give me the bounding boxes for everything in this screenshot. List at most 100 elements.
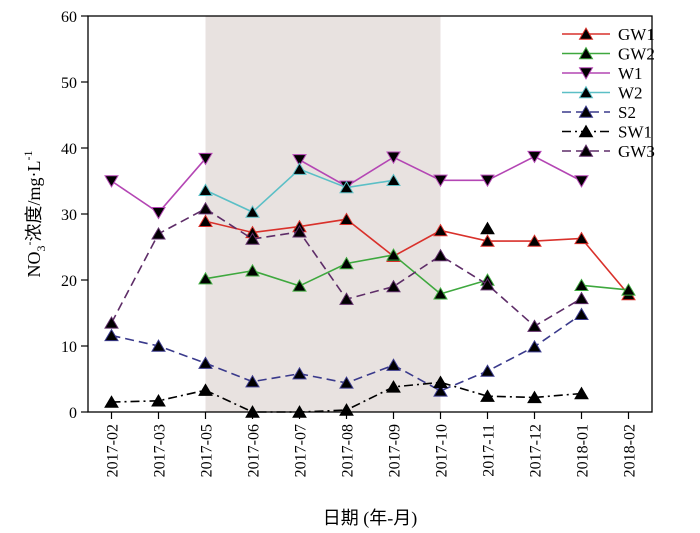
data-point (104, 395, 119, 408)
data-point (386, 380, 401, 393)
data-point (574, 278, 589, 291)
data-point (292, 162, 307, 175)
data-point (433, 223, 448, 237)
data-point (245, 263, 260, 277)
y-axis-title-rest: 浓度/mg·L (24, 161, 44, 242)
legend-marker (578, 46, 594, 60)
data-point (198, 356, 213, 369)
data-point (574, 175, 589, 188)
data-point (245, 205, 260, 218)
series-layer (104, 150, 636, 418)
x-tick-label: 2018-01 (575, 424, 592, 477)
x-tick-label: 2017-07 (293, 424, 310, 477)
x-tick-label: 2017-11 (481, 424, 498, 477)
data-point (292, 224, 307, 238)
data-point (245, 232, 260, 245)
y-axis-title-sup: - (22, 242, 36, 246)
data-point (292, 366, 307, 380)
data-point (433, 287, 448, 300)
y-axis-title-exp: -1 (21, 151, 35, 161)
legend-marker (578, 144, 594, 157)
data-point (527, 150, 542, 164)
legend-marker (578, 105, 594, 118)
data-point (527, 339, 542, 353)
x-axis-ticks: 2017-02 2017-03 2017-05 2017-06 2017-07 2017-… (105, 412, 639, 477)
legend-item-W1: W1 (562, 64, 643, 83)
data-point (480, 364, 495, 377)
data-point (104, 328, 119, 342)
legend-marker (578, 85, 594, 99)
y-tick-label: 10 (61, 339, 77, 356)
legend-item-W2: W2 (562, 84, 643, 103)
series-line (111, 158, 207, 214)
x-axis-title: 日期 (年-月) (323, 508, 417, 529)
data-point (433, 384, 448, 397)
legend-item-GW1: GW1 (562, 25, 655, 44)
legend-label: GW1 (618, 25, 655, 44)
y-tick-label: 60 (61, 9, 77, 26)
x-tick-label: 2017-10 (434, 424, 451, 477)
data-point (527, 390, 542, 404)
series-GW3 (104, 201, 589, 332)
legend-marker (578, 27, 594, 40)
legend-marker (578, 67, 594, 80)
data-point (574, 291, 589, 305)
x-tick-label: 2017-09 (387, 424, 404, 477)
data-point (198, 201, 213, 215)
legend-item-GW3: GW3 (562, 142, 655, 161)
y-tick-label: 30 (61, 207, 77, 224)
legend-label: W2 (618, 84, 643, 103)
legend-label: GW2 (618, 45, 655, 64)
data-point (480, 389, 495, 402)
data-point (574, 231, 589, 245)
y-axis-title: NO3-浓度/mg·L-1 (21, 151, 48, 278)
data-point (339, 376, 354, 389)
legend-label: S2 (618, 103, 636, 122)
data-point (292, 279, 307, 292)
data-point (104, 175, 119, 188)
data-point (433, 375, 448, 388)
series-S2 (104, 307, 589, 397)
data-point (198, 183, 213, 196)
data-point (433, 248, 448, 262)
data-point (339, 180, 354, 194)
data-point (386, 279, 401, 293)
legend-label: SW1 (618, 123, 652, 142)
y-axis-ticks: 0 10 20 30 40 50 60 (61, 9, 88, 422)
data-point (151, 206, 166, 220)
data-point (292, 154, 307, 167)
x-tick-label: 2017-02 (105, 424, 122, 477)
legend-item-GW2: GW2 (562, 45, 655, 64)
shaded-period (205, 16, 441, 412)
data-point (386, 248, 401, 261)
data-point (621, 283, 636, 296)
data-point (480, 277, 495, 291)
data-point (151, 226, 166, 240)
y-tick-label: 0 (69, 405, 77, 422)
data-point (386, 173, 401, 187)
data-point (527, 234, 542, 247)
legend-label: GW3 (618, 142, 655, 161)
data-point (339, 256, 354, 270)
legend-marker (578, 124, 594, 138)
x-tick-label: 2018-02 (622, 424, 639, 477)
data-point (480, 234, 495, 247)
data-point (104, 316, 119, 329)
series-W2 (198, 162, 401, 218)
data-point (151, 393, 166, 407)
data-point (198, 383, 213, 396)
data-point (386, 151, 401, 165)
data-point (480, 221, 495, 235)
legend-label: W1 (618, 64, 643, 83)
data-point (339, 212, 354, 225)
data-point (574, 386, 589, 400)
x-tick-label: 2017-06 (246, 424, 263, 477)
data-point (339, 292, 354, 305)
data-point (198, 152, 213, 166)
data-point (480, 174, 495, 188)
legend-item-S2: S2 (562, 103, 636, 122)
data-point (198, 214, 213, 227)
series-line (205, 218, 630, 296)
